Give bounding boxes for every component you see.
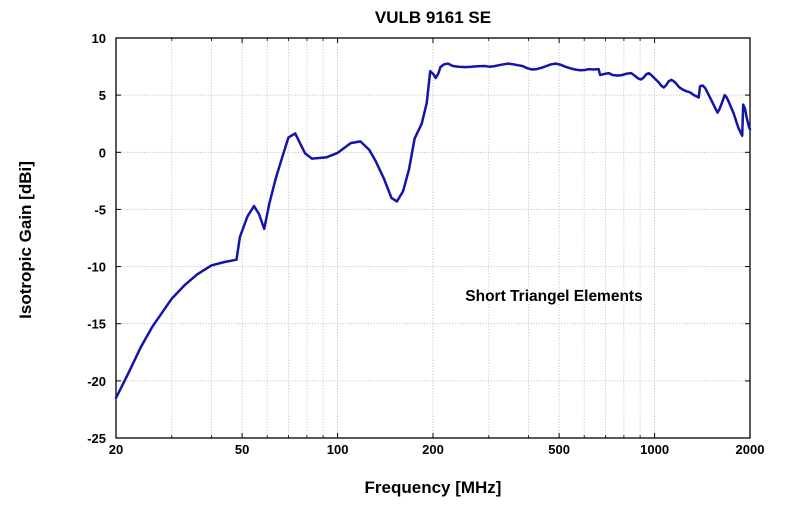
svg-text:VULB 9161 SE: VULB 9161 SE: [375, 8, 491, 27]
svg-text:5: 5: [99, 88, 106, 103]
svg-text:100: 100: [327, 442, 349, 457]
svg-text:-20: -20: [87, 374, 106, 389]
svg-text:10: 10: [92, 31, 106, 46]
svg-text:0: 0: [99, 145, 106, 160]
svg-text:2000: 2000: [736, 442, 765, 457]
svg-text:20: 20: [109, 442, 123, 457]
svg-text:50: 50: [235, 442, 249, 457]
svg-text:-15: -15: [87, 317, 106, 332]
svg-text:Short Triangel Elements: Short Triangel Elements: [465, 288, 642, 305]
svg-text:200: 200: [422, 442, 444, 457]
svg-text:-5: -5: [94, 202, 106, 217]
svg-text:Frequency [MHz]: Frequency [MHz]: [365, 478, 502, 497]
svg-text:Isotropic Gain [dBi]: Isotropic Gain [dBi]: [16, 161, 35, 319]
svg-text:500: 500: [548, 442, 570, 457]
svg-text:1000: 1000: [640, 442, 669, 457]
svg-text:-10: -10: [87, 260, 106, 275]
svg-text:-25: -25: [87, 431, 106, 446]
